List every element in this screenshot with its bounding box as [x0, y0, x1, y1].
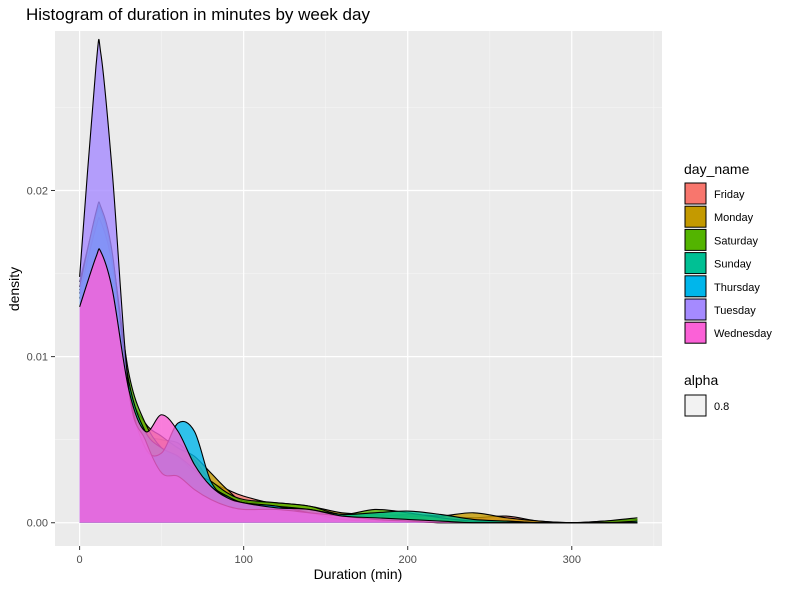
legend-key-saturday — [684, 228, 707, 251]
legend-key-tuesday — [684, 298, 707, 321]
legend-label-monday: Monday — [714, 212, 754, 224]
density-line-wednesday — [79, 248, 638, 524]
legend-label-sunday: Sunday — [714, 259, 752, 271]
legend-items: Friday Monday Saturday Sunday Thursday Tuesda… — [684, 182, 772, 344]
legend-key-monday — [684, 205, 707, 228]
density-area-wednesday — [79, 248, 638, 523]
legend-key-friday — [684, 182, 707, 205]
x-axis-title: Duration (min) — [314, 566, 403, 582]
legend-label-saturday: Saturday — [714, 235, 759, 247]
legend-label-tuesday: Tuesday — [714, 305, 756, 317]
legend-key-wednesday — [684, 321, 707, 344]
legend-label-thursday: Thursday — [714, 282, 760, 294]
grid-lines — [55, 31, 662, 546]
y-tick-label: 0.00 — [27, 518, 48, 530]
y-axis-title: density — [6, 267, 22, 311]
alpha-legend-title: alpha — [684, 372, 718, 388]
axes: 0 100 200 300 0.00 0.01 0.02 — [27, 185, 581, 566]
x-tick-label: 300 — [563, 554, 581, 566]
legend-key-thursday — [684, 275, 707, 298]
legend-label-friday: Friday — [714, 189, 745, 201]
x-tick-label: 0 — [77, 554, 83, 566]
legend-label-wednesday: Wednesday — [714, 328, 772, 340]
legend-key-sunday — [684, 252, 707, 275]
legend-title: day_name — [684, 161, 750, 177]
x-tick-label: 200 — [399, 554, 417, 566]
alpha-legend-key — [684, 394, 707, 417]
chart-title: Histogram of duration in minutes by week… — [26, 5, 370, 24]
y-tick-label: 0.01 — [27, 352, 48, 364]
x-tick-label: 100 — [234, 554, 252, 566]
legend: day_name Friday Monday Saturday Sunday Thurs… — [684, 161, 772, 417]
alpha-legend-label: 0.8 — [714, 401, 729, 413]
density-series — [79, 38, 638, 524]
y-tick-label: 0.02 — [27, 185, 48, 197]
